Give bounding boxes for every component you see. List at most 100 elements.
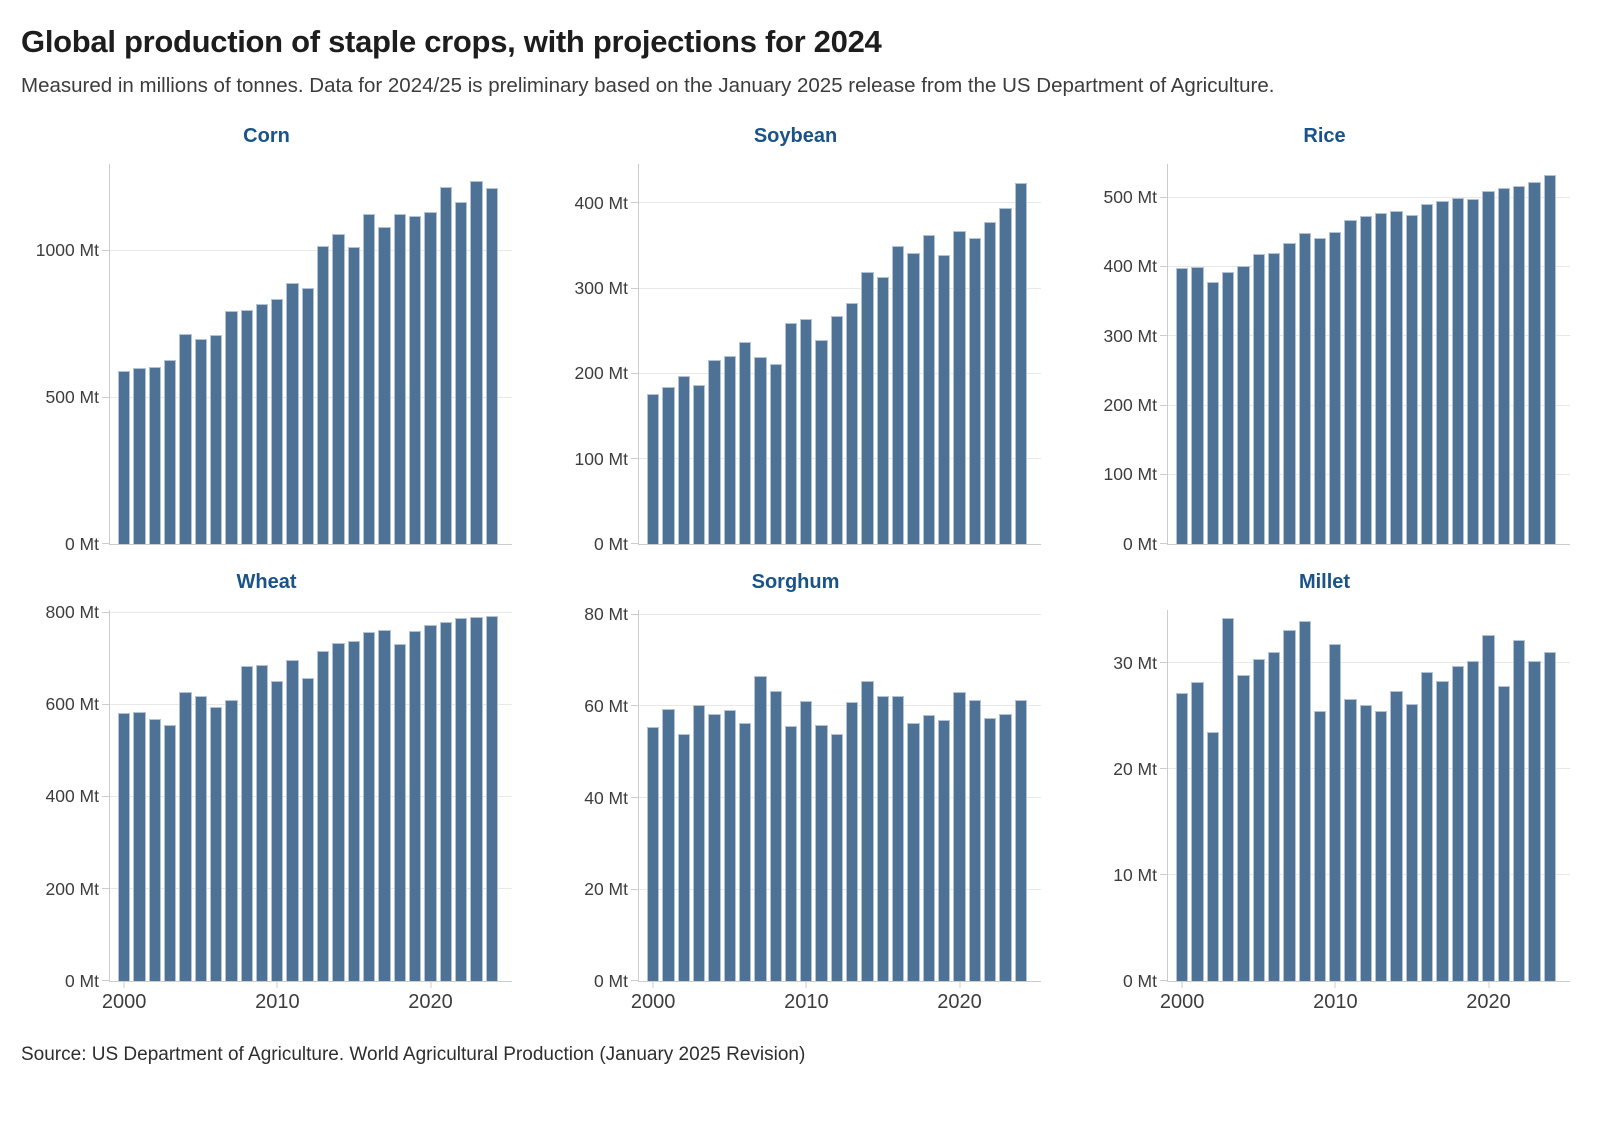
- bar-soybean-2008: [769, 363, 782, 545]
- y-tick-mark: [631, 613, 639, 615]
- y-tick-label: 400 Mt: [1103, 256, 1158, 277]
- y-tick-mark: [631, 202, 639, 204]
- y-axis-millet: 0 Mt 10 Mt 20 Mt 30 Mt: [1079, 610, 1167, 989]
- bar-wheat-2006: [209, 706, 223, 982]
- y-tick-label: 200 Mt: [45, 878, 100, 899]
- bar-millet-2015: [1405, 703, 1418, 982]
- y-tick-mark: [631, 705, 639, 707]
- chart-sorghum: Sorghum 0 Mt 20 Mt 40 Mt 60 Mt 80 Mt 2000 201…: [550, 571, 1041, 1016]
- gridline: [639, 613, 1041, 615]
- bar-wheat-2005: [194, 695, 207, 982]
- y-tick-mark: [102, 611, 110, 613]
- y-tick-mark: [102, 888, 110, 890]
- bar-millet-2000: [1176, 692, 1189, 982]
- chart-title-rice: Rice: [1303, 125, 1346, 148]
- bar-soybean-2001: [662, 386, 675, 545]
- chart-rice: Rice 0 Mt 100 Mt 200 Mt 300 Mt 400 Mt 500 Mt: [1079, 125, 1570, 552]
- bar-wheat-2024: [485, 615, 498, 982]
- bar-series: [1168, 610, 1570, 982]
- y-tick-mark: [1160, 473, 1168, 475]
- bar-rice-2004: [1237, 266, 1250, 545]
- bar-corn-2001: [133, 368, 146, 545]
- bar-corn-2014: [332, 234, 345, 545]
- bar-corn-2013: [317, 245, 330, 545]
- y-tick-mark: [1160, 335, 1168, 337]
- y-tick-mark: [631, 888, 639, 890]
- bar-soybean-2004: [708, 360, 721, 545]
- chart-soybean: Soybean 0 Mt 100 Mt 200 Mt 300 Mt 400 Mt: [550, 125, 1041, 552]
- y-tick-mark: [102, 795, 110, 797]
- bar-rice-2017: [1436, 201, 1449, 545]
- plot-area-corn: [102, 164, 512, 546]
- bar-millet-2001: [1191, 682, 1204, 982]
- bar-sorghum-2005: [723, 710, 736, 982]
- y-tick-mark: [102, 703, 110, 705]
- bar-corn-2011: [286, 283, 299, 545]
- bar-series: [639, 610, 1041, 982]
- gridline: [1168, 196, 1570, 198]
- bar-corn-2004: [179, 334, 192, 545]
- y-axis-sorghum: 0 Mt 20 Mt 40 Mt 60 Mt 80 Mt: [550, 606, 638, 989]
- bar-soybean-2000: [647, 394, 660, 545]
- bar-sorghum-2003: [692, 705, 706, 982]
- y-tick-label: 10 Mt: [1113, 864, 1157, 885]
- bar-millet-2024: [1543, 651, 1556, 982]
- chart-title-sorghum: Sorghum: [751, 571, 840, 594]
- y-tick-mark: [1160, 768, 1168, 770]
- bar-millet-2017: [1436, 681, 1449, 982]
- y-axis-rice: 0 Mt 100 Mt 200 Mt 300 Mt 400 Mt 500 Mt: [1079, 164, 1167, 552]
- y-tick-mark: [1160, 404, 1168, 406]
- plot-area-rice: [1160, 164, 1570, 546]
- y-tick-label: 0 Mt: [64, 533, 99, 554]
- bar-sorghum-2006: [738, 722, 752, 982]
- bar-rice-2008: [1298, 232, 1311, 545]
- y-tick-mark: [1160, 543, 1168, 545]
- y-tick-label: 800 Mt: [45, 601, 100, 622]
- y-tick-mark: [1160, 874, 1168, 876]
- bar-sorghum-2021: [968, 699, 981, 982]
- y-tick-label: 30 Mt: [1113, 652, 1157, 673]
- bar-wheat-2011: [286, 660, 299, 982]
- x-tick-mark: [1181, 981, 1183, 989]
- chart-millet: Millet 0 Mt 10 Mt 20 Mt 30 Mt 2000 2010 2020: [1079, 571, 1570, 1016]
- bar-millet-2011: [1344, 699, 1357, 982]
- bar-series: [110, 610, 512, 982]
- bar-corn-2024: [485, 187, 498, 545]
- bar-rice-2020: [1482, 190, 1495, 545]
- y-tick-label: 200 Mt: [574, 363, 629, 384]
- bar-wheat-2018: [393, 644, 406, 982]
- x-tick-label: 2020: [408, 991, 453, 1014]
- y-tick-label: 0 Mt: [64, 970, 99, 991]
- bar-millet-2008: [1298, 620, 1311, 982]
- bar-soybean-2024: [1014, 183, 1027, 545]
- y-tick-label: 300 Mt: [574, 277, 629, 298]
- plot-area-sorghum: 2000 2010 2020: [631, 610, 1041, 1012]
- plot-area-millet: 2000 2010 2020: [1160, 610, 1570, 1012]
- bar-soybean-2003: [692, 384, 706, 545]
- bar-soybean-2016: [892, 246, 905, 545]
- gridline: [110, 249, 512, 251]
- bar-rice-2002: [1206, 282, 1219, 545]
- y-tick-mark: [102, 543, 110, 545]
- y-tick-label: 20 Mt: [1113, 758, 1157, 779]
- bar-wheat-2003: [163, 725, 177, 982]
- bar-wheat-2012: [301, 677, 315, 982]
- y-axis-soybean: 0 Mt 100 Mt 200 Mt 300 Mt 400 Mt: [550, 164, 638, 552]
- x-tick-mark: [1334, 981, 1336, 989]
- bar-rice-2001: [1191, 266, 1204, 545]
- bar-sorghum-2013: [846, 701, 859, 982]
- x-tick-mark: [123, 981, 125, 989]
- bar-wheat-2004: [179, 692, 192, 982]
- bar-rice-2024: [1543, 174, 1556, 545]
- page-subtitle: Measured in millions of tonnes. Data for…: [21, 73, 1275, 97]
- x-tick-mark: [805, 981, 807, 989]
- x-tick-label: 2000: [101, 991, 147, 1014]
- bar-series: [110, 164, 512, 545]
- bar-soybean-2023: [999, 207, 1012, 545]
- bar-rice-2012: [1359, 216, 1373, 545]
- bar-corn-2015: [347, 246, 360, 545]
- bar-soybean-2017: [907, 252, 920, 545]
- bar-wheat-2000: [118, 712, 131, 982]
- y-tick-label: 40 Mt: [584, 787, 628, 808]
- bar-millet-2009: [1313, 710, 1327, 982]
